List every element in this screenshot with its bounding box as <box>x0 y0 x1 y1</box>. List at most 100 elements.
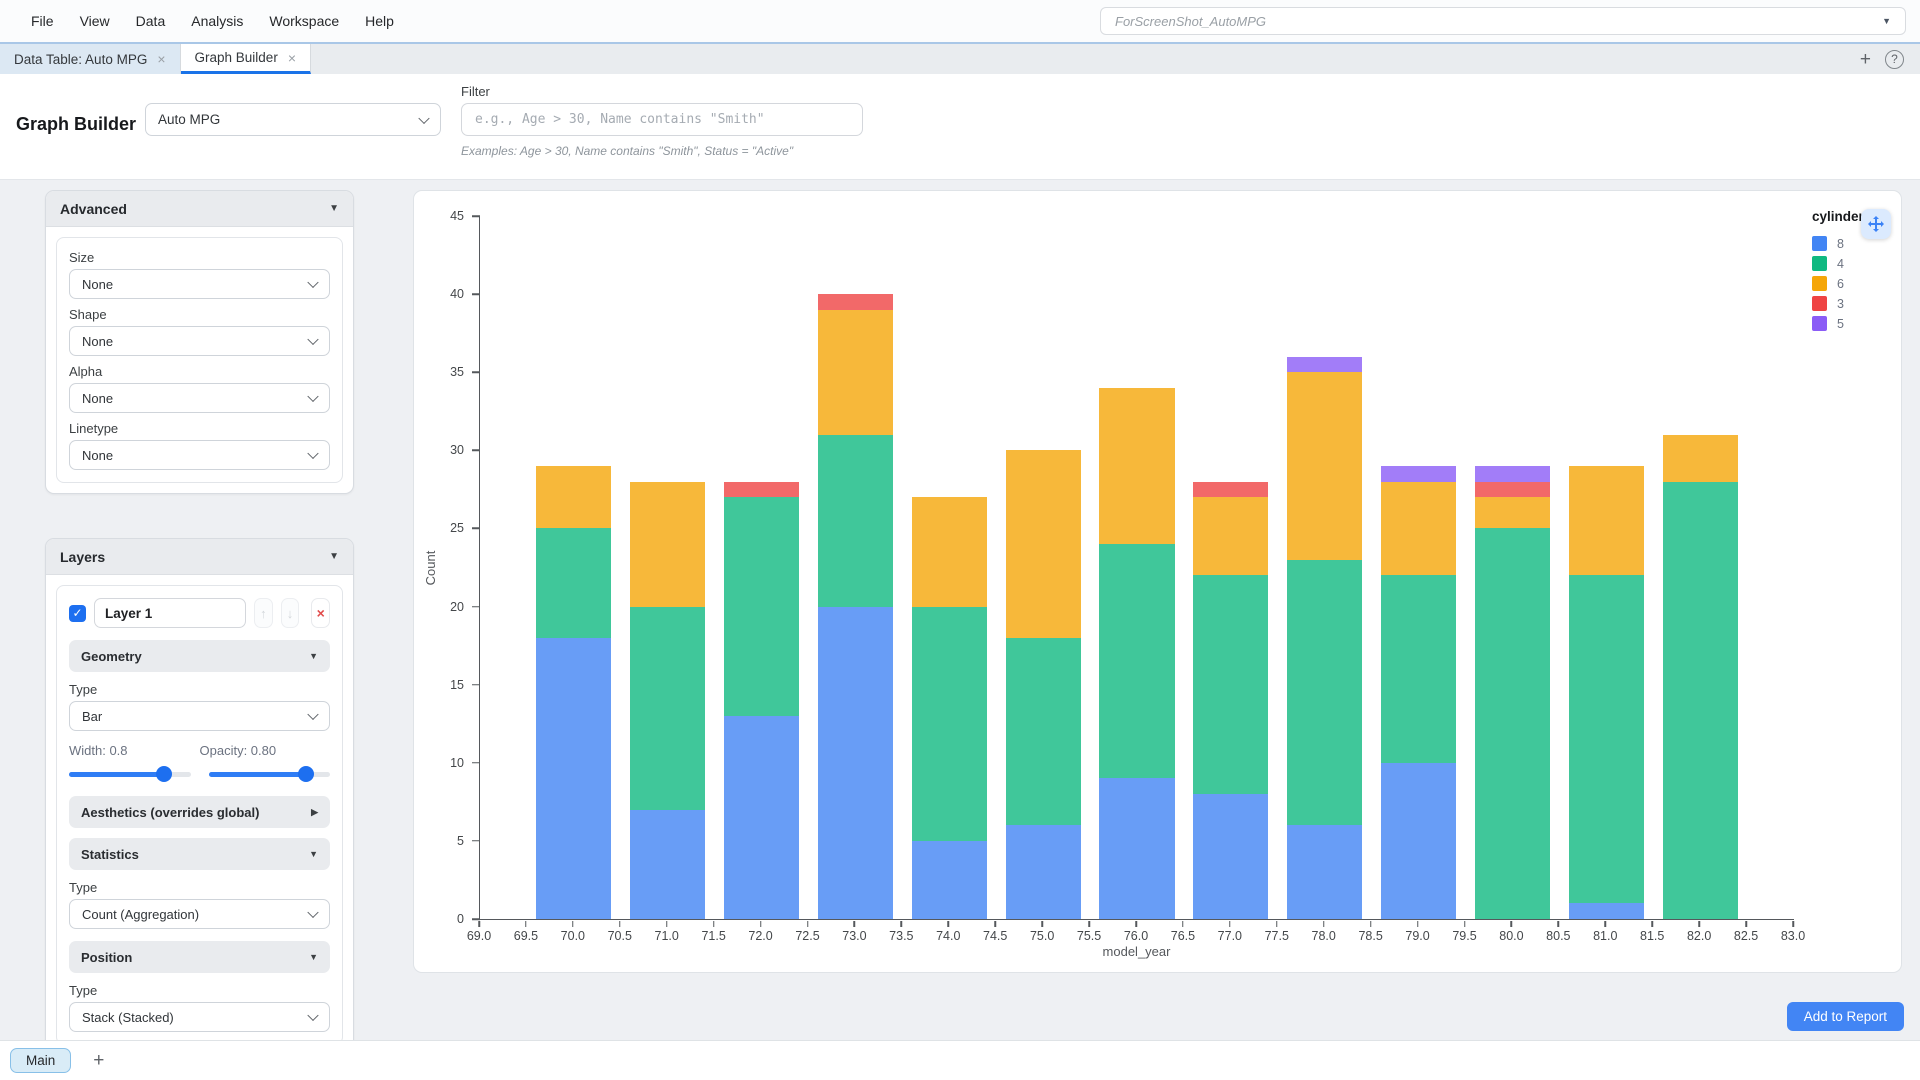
bar-segment-cyl6-year77[interactable] <box>1193 497 1269 576</box>
bar-segment-cyl4-year78[interactable] <box>1287 559 1363 826</box>
bar-segment-cyl5-year79[interactable] <box>1381 465 1457 482</box>
opacity-slider[interactable] <box>208 766 330 782</box>
aesthetics-section-header[interactable]: Aesthetics (overrides global) ▶ <box>69 796 330 828</box>
advanced-panel-header[interactable]: Advanced ▼ <box>46 191 353 227</box>
x-tick-mark <box>1463 921 1466 927</box>
bar-segment-cyl6-year78[interactable] <box>1287 372 1363 560</box>
bar-segment-cyl4-year73[interactable] <box>817 434 893 607</box>
size-select[interactable]: None <box>69 269 330 299</box>
bar-segment-cyl3-year77[interactable] <box>1193 481 1269 498</box>
bar-segment-cyl8-year73[interactable] <box>817 606 893 919</box>
shape-select[interactable]: None <box>69 326 330 356</box>
bar-segment-cyl4-year71[interactable] <box>630 606 706 810</box>
legend-item-5[interactable]: 5 <box>1812 316 1900 331</box>
filter-input[interactable] <box>461 103 863 136</box>
x-tick-mark <box>947 921 950 927</box>
x-tick-label: 71.0 <box>654 929 679 943</box>
bar-segment-cyl6-year79[interactable] <box>1381 481 1457 576</box>
move-layer-down-button[interactable]: ↓ <box>280 598 300 628</box>
menu-item-file[interactable]: File <box>31 13 54 29</box>
legend-item-4[interactable]: 4 <box>1812 256 1900 271</box>
layers-panel-header[interactable]: Layers ▼ <box>46 539 353 575</box>
legend-item-6[interactable]: 6 <box>1812 276 1900 291</box>
legend-item-3[interactable]: 3 <box>1812 296 1900 311</box>
tab-graph-builder[interactable]: Graph Builder × <box>180 44 311 74</box>
bar-segment-cyl8-year72[interactable] <box>724 715 800 919</box>
geometry-section-header[interactable]: Geometry ▼ <box>69 640 330 672</box>
alpha-select[interactable]: None <box>69 383 330 413</box>
move-chart-button[interactable] <box>1861 209 1891 239</box>
bar-segment-cyl4-year77[interactable] <box>1193 575 1269 794</box>
bar-segment-cyl4-year76[interactable] <box>1099 544 1175 779</box>
bar-segment-cyl5-year78[interactable] <box>1287 356 1363 373</box>
menu-item-view[interactable]: View <box>79 13 110 29</box>
add-tab-icon[interactable]: + <box>1859 48 1871 70</box>
move-layer-up-button[interactable]: ↑ <box>254 598 273 628</box>
width-slider[interactable] <box>69 766 191 782</box>
add-to-report-button[interactable]: Add to Report <box>1786 1002 1904 1031</box>
bar-segment-cyl6-year71[interactable] <box>630 481 706 607</box>
y-tick-mark <box>472 762 480 764</box>
bar-segment-cyl4-year80[interactable] <box>1474 528 1550 919</box>
close-icon[interactable]: × <box>157 51 166 67</box>
add-sheet-icon[interactable]: + <box>93 1050 105 1071</box>
bar-segment-cyl6-year74[interactable] <box>911 497 987 607</box>
bar-segment-cyl4-year72[interactable] <box>724 497 800 716</box>
position-type-select[interactable]: Stack (Stacked) <box>69 1002 330 1032</box>
bar-segment-cyl6-year75[interactable] <box>1005 450 1081 638</box>
x-tick-mark <box>994 921 996 927</box>
bar-segment-cyl8-year77[interactable] <box>1193 794 1269 919</box>
bar-segment-cyl5-year80[interactable] <box>1474 465 1550 482</box>
dataset-select[interactable]: Auto MPG <box>145 103 441 136</box>
geometry-type-select[interactable]: Bar <box>69 701 330 731</box>
legend-item-8[interactable]: 8 <box>1812 236 1900 251</box>
tab-data-table[interactable]: Data Table: Auto MPG × <box>0 44 181 74</box>
remove-layer-button[interactable]: × <box>311 598 331 628</box>
help-icon[interactable]: ? <box>1885 49 1904 69</box>
bar-segment-cyl8-year76[interactable] <box>1099 778 1175 919</box>
bar-segment-cyl8-year78[interactable] <box>1287 825 1363 919</box>
menu-item-workspace[interactable]: Workspace <box>269 13 340 29</box>
bar-segment-cyl4-year81[interactable] <box>1568 575 1644 904</box>
bar-segment-cyl8-year70[interactable] <box>536 637 612 919</box>
menu-item-analysis[interactable]: Analysis <box>191 13 244 29</box>
bottom-tab-main[interactable]: Main <box>10 1048 72 1073</box>
layer-visible-checkbox[interactable]: ✓ <box>69 604 86 622</box>
bar-segment-cyl6-year80[interactable] <box>1474 497 1550 529</box>
alpha-label: Alpha <box>69 364 103 379</box>
bar-segment-cyl4-year75[interactable] <box>1005 637 1081 826</box>
slider-thumb[interactable] <box>155 766 172 782</box>
slider-thumb[interactable] <box>297 766 314 782</box>
bar-segment-cyl8-year81[interactable] <box>1568 903 1644 919</box>
bar-segment-cyl8-year79[interactable] <box>1381 762 1457 919</box>
bar-segment-cyl6-year82[interactable] <box>1662 434 1738 482</box>
layer-name-input[interactable] <box>94 598 246 628</box>
bar-segment-cyl6-year81[interactable] <box>1568 465 1644 576</box>
bar-segment-cyl6-year73[interactable] <box>817 309 893 435</box>
bar-segment-cyl4-year82[interactable] <box>1662 481 1738 919</box>
plot-area[interactable]: 0 5 10 15 20 25 30 35 40 45 <box>450 209 1794 926</box>
bar-segment-cyl4-year79[interactable] <box>1381 575 1457 763</box>
bar-segment-cyl3-year72[interactable] <box>724 481 800 498</box>
bar-segment-cyl8-year75[interactable] <box>1005 825 1081 919</box>
bar-segment-cyl3-year73[interactable] <box>817 294 893 310</box>
workspace-selector[interactable]: ForScreenShot_AutoMPG ▼ <box>1100 7 1906 35</box>
statistics-type-select[interactable]: Count (Aggregation) <box>69 899 330 929</box>
close-icon[interactable]: × <box>287 49 296 66</box>
bar-segment-cyl4-year70[interactable] <box>536 528 612 638</box>
y-tick-label: 40 <box>450 287 464 302</box>
bar-segment-cyl4-year74[interactable] <box>911 606 987 841</box>
x-tick-mark <box>525 921 527 927</box>
bar-segment-cyl6-year76[interactable] <box>1099 387 1175 545</box>
bar-segment-cyl8-year71[interactable] <box>630 809 706 919</box>
bar-segment-cyl8-year74[interactable] <box>911 840 987 919</box>
x-tick-label: 83.0 <box>1780 929 1806 943</box>
bar-segment-cyl3-year80[interactable] <box>1474 481 1550 498</box>
bar-segment-cyl6-year70[interactable] <box>536 465 612 529</box>
menu-item-data[interactable]: Data <box>135 13 166 29</box>
position-section-header[interactable]: Position ▼ <box>69 941 330 973</box>
linetype-select[interactable]: None <box>69 440 330 470</box>
legend-swatch <box>1812 276 1827 291</box>
statistics-section-header[interactable]: Statistics ▼ <box>69 838 330 870</box>
menu-item-help[interactable]: Help <box>365 13 394 29</box>
